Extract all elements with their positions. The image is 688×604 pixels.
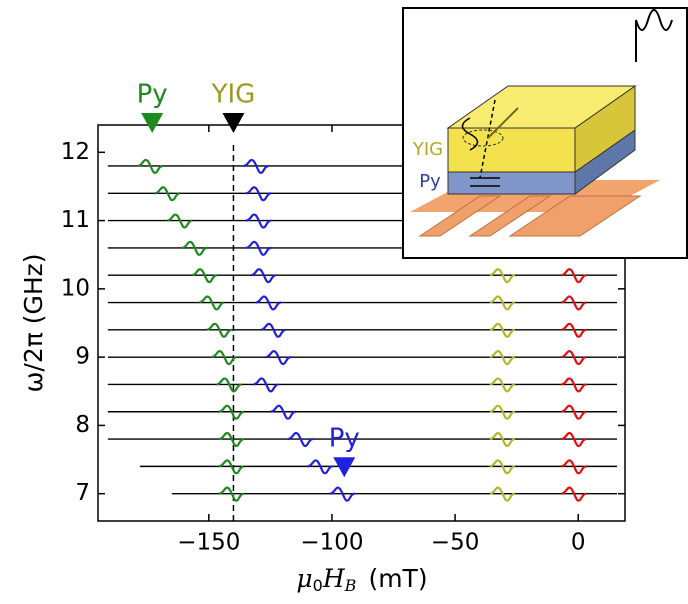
annotation: Py — [137, 80, 168, 110]
figure: ω/2π (GHz) μ0HB(mT) −150−100−50078910111… — [0, 0, 688, 604]
yig-layer — [448, 128, 575, 172]
annotation-marker — [222, 113, 244, 133]
y-tick-label: 9 — [75, 344, 90, 370]
annotation-marker — [333, 457, 355, 477]
inset-label: YIG — [412, 139, 443, 160]
py-layer — [448, 172, 575, 194]
x-tick-label: −100 — [300, 530, 363, 556]
x-tick-label: −150 — [177, 530, 240, 556]
y-tick-label: 7 — [75, 480, 90, 506]
y-tick-label: 10 — [61, 275, 90, 301]
annotation: Py — [329, 424, 360, 454]
y-tick-label: 8 — [75, 412, 90, 438]
x-tick-label: −50 — [431, 530, 480, 556]
y-axis-label: ω/2π (GHz) — [19, 253, 48, 392]
annotation: YIG — [211, 80, 256, 110]
x-label-part: H — [322, 564, 346, 593]
x-tick-label: 0 — [571, 530, 586, 556]
x-label-part: μ — [296, 564, 312, 593]
x-label-part: B — [344, 576, 357, 595]
y-tick-label: 12 — [61, 139, 90, 165]
x-label-part: 0 — [313, 576, 323, 595]
x-axis-label: μ0HB (mT) — [296, 564, 427, 595]
inset: YIG Py — [403, 8, 687, 258]
inset-label: Py — [419, 171, 441, 192]
annotation-marker — [141, 113, 163, 133]
x-label-part: (mT) — [368, 564, 427, 593]
y-tick-label: 11 — [61, 207, 90, 233]
